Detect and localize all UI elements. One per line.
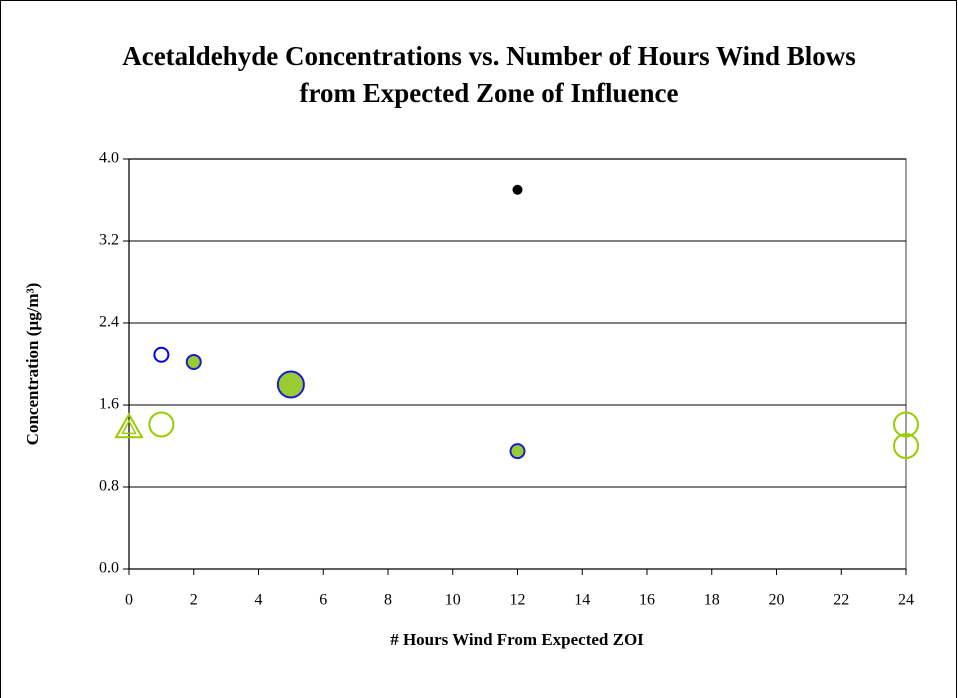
marker [509,443,526,460]
x-tick-label: 20 [769,592,785,609]
marker [893,411,919,438]
marker [185,353,202,370]
x-tick-label: 18 [704,592,720,609]
y-tick-label: 0.8 [99,478,119,495]
marker [153,346,170,363]
marker [512,184,523,195]
x-tick-label: 16 [639,592,655,609]
x-tick-label: 8 [384,592,392,609]
x-tick-label: 22 [833,592,849,609]
marker [276,370,305,399]
x-tick-label: 10 [445,592,461,609]
x-tick-label: 14 [574,592,590,609]
x-tick-label: 24 [898,592,914,609]
chart-title: Acetaldehyde Concentrations vs. Number o… [122,41,856,108]
x-axis-label: # Hours Wind From Expected ZOI [390,630,644,649]
x-tick-label: 4 [255,592,263,609]
y-tick-label: 1.6 [99,396,119,413]
marker [893,433,919,459]
x-tick-label: 12 [510,592,526,609]
y-axis-label: Concentration (µg/m³) [23,283,42,446]
plot-area [128,158,907,570]
y-tick-label: 4.0 [99,150,119,167]
y-tick-label: 0.0 [99,560,119,577]
x-tick-label: 6 [319,592,327,609]
x-tick-label: 0 [125,592,133,609]
marker-inner [121,419,137,435]
x-tick-label: 2 [190,592,198,609]
y-tick-label: 3.2 [99,232,119,249]
marker [148,411,175,438]
y-tick-label: 2.4 [99,314,119,331]
marker [114,412,144,439]
